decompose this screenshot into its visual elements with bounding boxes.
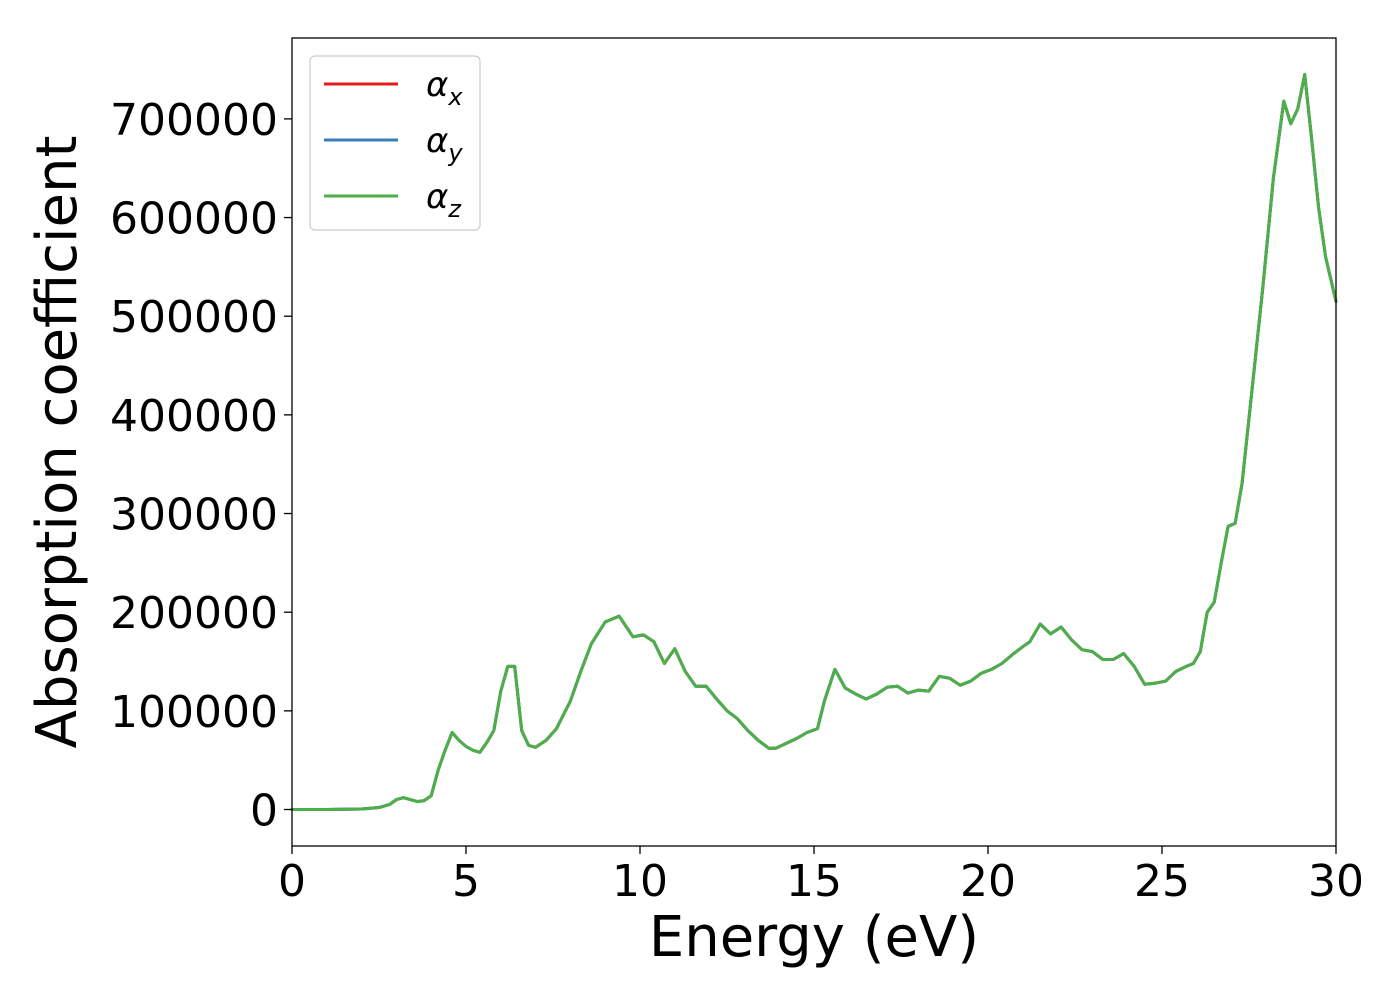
- x-tick-label: 20: [960, 856, 1016, 907]
- legend-box: [309, 55, 481, 231]
- x-tick-label: 15: [786, 856, 842, 907]
- x-tick-label: 0: [278, 856, 306, 907]
- x-tick-label: 25: [1134, 856, 1190, 907]
- y-tick-label: 600000: [110, 194, 278, 245]
- y-tick-label: 200000: [110, 588, 278, 639]
- y-tick-label: 400000: [110, 391, 278, 442]
- x-axis-ticks: 0 5 10 15 20 25 30: [278, 846, 1364, 907]
- y-axis-title: Absorption coefficient: [25, 136, 90, 749]
- x-axis-title: Energy (eV): [649, 905, 979, 970]
- plot-area: [290, 73, 1338, 811]
- y-tick-label: 100000: [110, 687, 278, 738]
- y-tick-label: 300000: [110, 490, 278, 541]
- x-tick-label: 5: [452, 856, 480, 907]
- x-tick-label: 10: [612, 856, 668, 907]
- x-tick-label: 30: [1308, 856, 1364, 907]
- y-tick-label: 0: [250, 785, 278, 836]
- y-tick-label: 700000: [110, 95, 278, 146]
- y-tick-label: 500000: [110, 292, 278, 343]
- y-axis-ticks: 0 100000 200000 300000 400000 500000 600000 700…: [110, 95, 292, 836]
- series-line-z: [290, 73, 1338, 811]
